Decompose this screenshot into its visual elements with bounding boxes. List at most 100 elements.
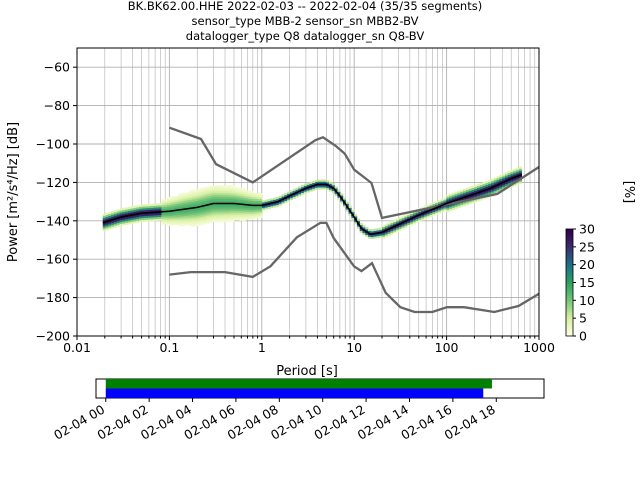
density-cell [125, 211, 129, 214]
density-cell [292, 196, 296, 199]
density-cell [197, 202, 201, 205]
density-cell [214, 216, 218, 219]
density-cell [214, 192, 218, 196]
density-cell [122, 211, 126, 214]
density-cell [220, 185, 224, 188]
density-cell [203, 202, 207, 205]
density-cell [328, 189, 333, 192]
density-cell [423, 215, 428, 218]
density-cell [141, 208, 145, 211]
density-cell [454, 203, 458, 206]
density-cell [477, 193, 481, 196]
density-cell [166, 206, 171, 209]
density-cell [301, 184, 305, 188]
density-cell [217, 198, 221, 201]
colorbar-segment [566, 245, 573, 248]
density-cell [393, 219, 397, 222]
density-cell [211, 216, 215, 219]
colorbar-segment [566, 286, 573, 289]
density-cell [222, 189, 226, 192]
density-cell [206, 221, 210, 224]
y-tick-label: −200 [36, 329, 70, 344]
density-cell [228, 189, 232, 192]
y-tick-label: −60 [44, 60, 70, 75]
density-cell [278, 203, 282, 206]
density-cell [108, 215, 112, 218]
density-cell [236, 201, 240, 204]
density-cell [172, 196, 176, 199]
density-cell [239, 218, 243, 221]
density-cell [192, 220, 196, 223]
density-cell [454, 193, 458, 196]
density-cell [259, 202, 263, 205]
x-tick-label: 10 [346, 340, 362, 355]
density-cell [127, 218, 131, 221]
density-cell [471, 191, 475, 194]
density-cell [247, 215, 252, 218]
colorbar: 0 5 10 15 20 25 30 [565, 222, 595, 344]
density-cell [504, 172, 509, 175]
density-cell [222, 200, 226, 203]
density-cell [217, 206, 221, 209]
density-cell [150, 219, 154, 222]
colorbar-segment [566, 250, 573, 253]
density-cell [169, 196, 173, 199]
density-cell [175, 203, 179, 206]
density-cell [231, 185, 235, 188]
density-cell [206, 213, 210, 216]
density-cell [507, 180, 511, 183]
density-cell [217, 212, 221, 215]
density-cell [477, 195, 481, 198]
density-cell [253, 202, 257, 205]
density-cell [197, 213, 201, 216]
density-cell [197, 219, 201, 222]
colorbar-segment [566, 232, 573, 235]
density-cell [513, 170, 517, 173]
density-cell [239, 212, 243, 216]
density-cell [197, 209, 201, 213]
density-cell [220, 208, 224, 211]
density-cell [440, 200, 444, 203]
density-cell [479, 194, 483, 197]
density-cell [144, 208, 148, 211]
density-cell [189, 190, 193, 193]
density-cell [153, 205, 157, 208]
density-cell [351, 215, 355, 218]
density-cell [404, 225, 408, 229]
density-cell [222, 212, 226, 215]
density-cell [225, 210, 229, 213]
density-cell [225, 214, 229, 217]
density-cell [180, 221, 185, 225]
density-cell [211, 198, 215, 202]
density-cell [493, 179, 497, 182]
density-cell [496, 181, 500, 185]
density-cell [437, 199, 442, 202]
density-cell [326, 180, 330, 183]
density-cell [356, 218, 361, 221]
density-cell [231, 187, 235, 190]
density-cell [164, 198, 168, 202]
density-cell [189, 222, 193, 225]
density-cell [418, 217, 422, 220]
density-cell [488, 181, 492, 185]
density-cell [404, 214, 408, 217]
density-cell [477, 183, 481, 187]
colorbar-segment [566, 314, 573, 317]
density-cell [197, 194, 201, 197]
density-cell [471, 185, 475, 189]
density-cell [225, 200, 229, 203]
density-cell [471, 201, 475, 204]
density-cell [239, 201, 243, 204]
density-cell [429, 212, 433, 215]
density-cell [281, 196, 285, 199]
density-cell [186, 198, 190, 201]
density-cell [468, 202, 472, 205]
density-cell [493, 183, 497, 186]
density-cell [239, 187, 243, 191]
density-cell [518, 166, 523, 169]
density-cell [231, 198, 235, 201]
density-cell [493, 187, 497, 190]
density-cell [317, 185, 321, 188]
density-cell [197, 200, 201, 203]
density-cell [234, 204, 238, 207]
